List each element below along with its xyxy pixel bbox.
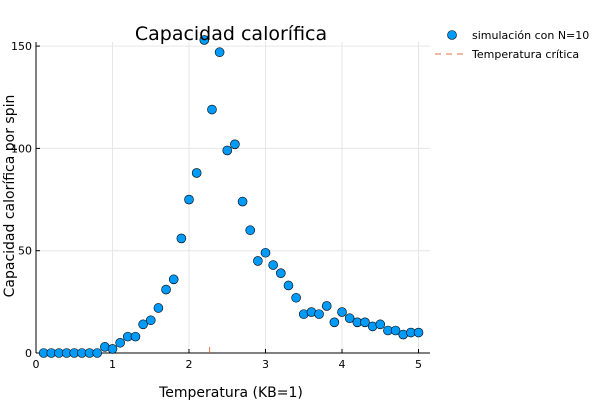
data-point	[329, 317, 340, 328]
plot-area	[38, 35, 424, 358]
legend-marker-simulation	[447, 30, 457, 40]
data-point	[321, 301, 332, 311]
data-point	[191, 168, 202, 178]
data-point	[283, 280, 294, 291]
data-point	[176, 233, 187, 244]
data-point	[115, 337, 125, 348]
x-axis-label: Temperatura (KB=1)	[158, 385, 303, 400]
data-point	[199, 35, 210, 45]
x-tick-label: 5	[415, 358, 422, 371]
data-point	[268, 260, 278, 270]
data-point	[107, 344, 118, 354]
data-point	[344, 313, 355, 324]
x-tick-label: 3	[262, 358, 269, 371]
data-point	[207, 104, 217, 115]
data-point	[375, 319, 386, 330]
data-point	[138, 319, 148, 330]
y-tick-label: 50	[18, 245, 32, 258]
x-tick-label: 2	[186, 358, 193, 371]
y-tick-label: 0	[25, 347, 32, 360]
grid	[35, 42, 430, 354]
legend-label-critical: Temperatura crítica	[471, 48, 579, 61]
x-tick-label: 4	[339, 358, 346, 371]
data-point	[260, 247, 271, 258]
data-point	[360, 317, 370, 328]
legend: simulación con N=10 Temperatura crítica	[435, 29, 589, 61]
data-point	[413, 327, 424, 338]
y-axis-label: Capacidad calorífica por spin	[2, 95, 18, 298]
legend-label-simulation: simulación con N=10	[472, 29, 589, 42]
data-point	[390, 325, 401, 336]
data-point	[314, 309, 324, 319]
x-tick-label: 1	[109, 358, 116, 371]
data-point	[130, 331, 141, 342]
data-point	[145, 315, 156, 326]
data-point	[161, 284, 171, 295]
data-point	[168, 274, 179, 285]
data-point	[214, 47, 225, 58]
data-point	[276, 268, 286, 279]
data-point	[245, 225, 256, 236]
y-tick-label: 150	[11, 40, 32, 53]
data-point	[184, 194, 194, 205]
data-point	[253, 256, 263, 266]
data-point	[337, 307, 347, 317]
data-point	[291, 292, 301, 303]
data-point	[237, 196, 248, 207]
data-point	[153, 303, 164, 313]
y-tick-label: 100	[11, 142, 32, 155]
chart-title: Capacidad calorífica	[135, 23, 327, 45]
data-point	[222, 145, 233, 156]
data-point	[92, 348, 103, 358]
data-point	[230, 139, 240, 150]
x-tick-label: 0	[33, 358, 40, 371]
